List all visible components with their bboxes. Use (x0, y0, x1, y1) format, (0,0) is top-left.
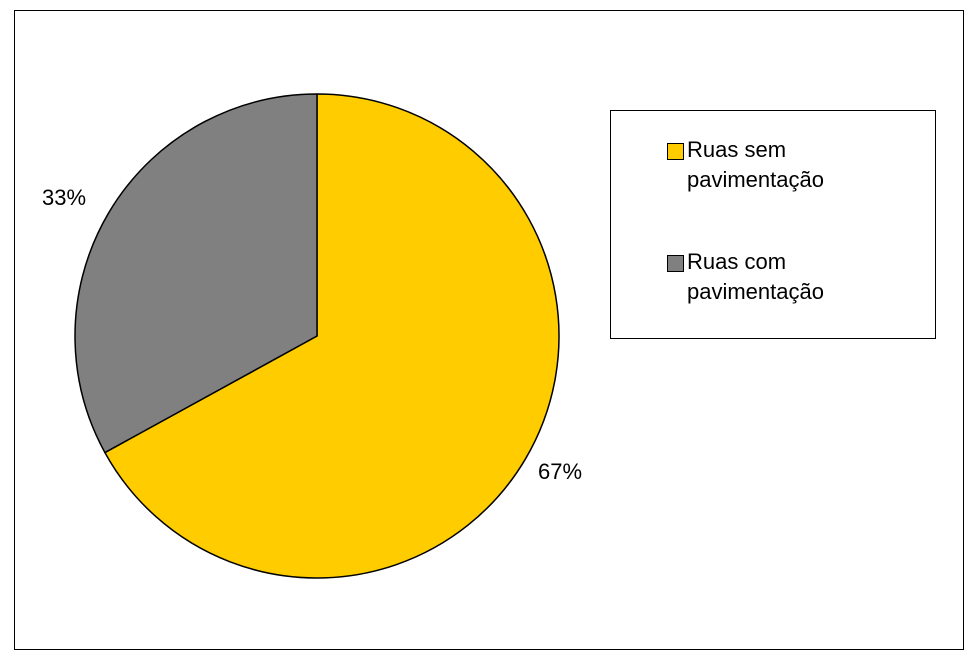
legend-swatch-ruas-com-pavimentacao (667, 255, 684, 272)
legend-label-ruas-com-pavimentacao: Ruas com pavimentação (687, 249, 824, 304)
slice-label-ruas-com-pavimentacao: 33% (42, 185, 87, 210)
pie-chart (74, 93, 560, 579)
legend-item-ruas-com-pavimentacao: Ruas com pavimentação (667, 247, 917, 307)
legend-swatch-ruas-sem-pavimentacao (667, 143, 684, 160)
pie-slice-ruas-com-pavimentacao (74, 93, 318, 454)
legend-item-ruas-sem-pavimentacao: Ruas sem pavimentação (667, 135, 917, 195)
legend-label-ruas-sem-pavimentacao: Ruas sem pavimentação (687, 137, 824, 192)
legend: Ruas sem pavimentação Ruas com pavimenta… (610, 110, 936, 339)
pie-slice-ruas-sem-pavimentacao (104, 93, 560, 579)
slice-label-ruas-sem-pavimentacao: 67% (538, 459, 583, 484)
